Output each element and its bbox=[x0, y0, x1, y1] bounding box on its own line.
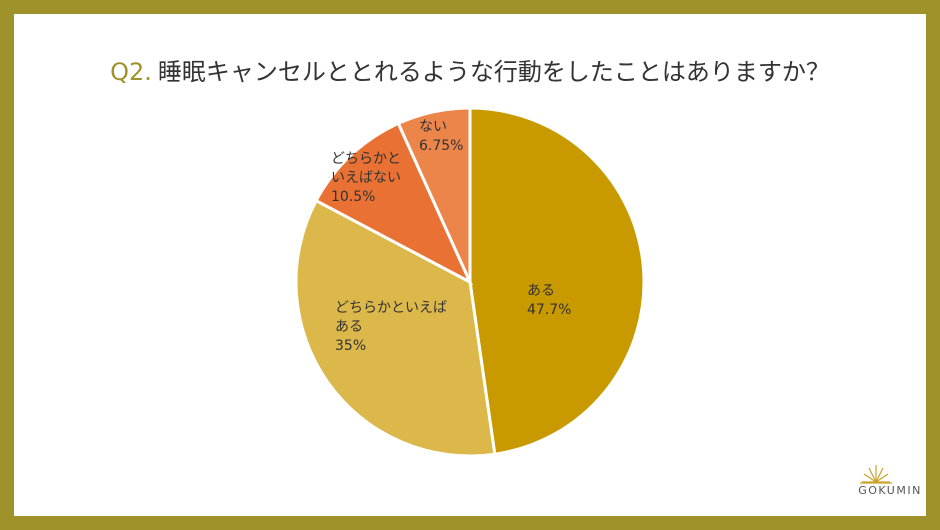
chart-title: Q2. 睡眠キャンセルととれるような行動をしたことはありますか？ bbox=[14, 52, 926, 87]
slice-label: どちらかといえばない 10.5% bbox=[331, 150, 411, 207]
question-text: 睡眠キャンセルととれるような行動をしたことはありますか？ bbox=[157, 58, 830, 86]
value-label: 35% bbox=[335, 338, 367, 354]
pie-slice bbox=[314, 121, 474, 286]
category-label: ない bbox=[419, 119, 447, 135]
logo-icon bbox=[860, 465, 892, 484]
value-label: 6.75% bbox=[419, 138, 464, 154]
logo-text: GOKUMIN bbox=[858, 484, 922, 497]
pie-slice bbox=[294, 198, 497, 458]
value-label: 10.5% bbox=[331, 189, 376, 205]
value-label: 47.7% bbox=[527, 302, 572, 318]
slice-label: どちらかといえばある 35% bbox=[335, 299, 460, 356]
pie-slice bbox=[468, 106, 646, 456]
category-label: どちらかといえばない bbox=[331, 151, 401, 186]
chart bbox=[294, 106, 892, 484]
category-label: ある bbox=[527, 283, 555, 299]
pie-slice bbox=[396, 106, 472, 283]
slice-label: ない 6.75% bbox=[419, 118, 479, 156]
question-number: Q2. bbox=[110, 58, 152, 86]
category-label: どちらかといえばある bbox=[335, 300, 447, 335]
slice-label: ある 47.7% bbox=[527, 282, 607, 320]
